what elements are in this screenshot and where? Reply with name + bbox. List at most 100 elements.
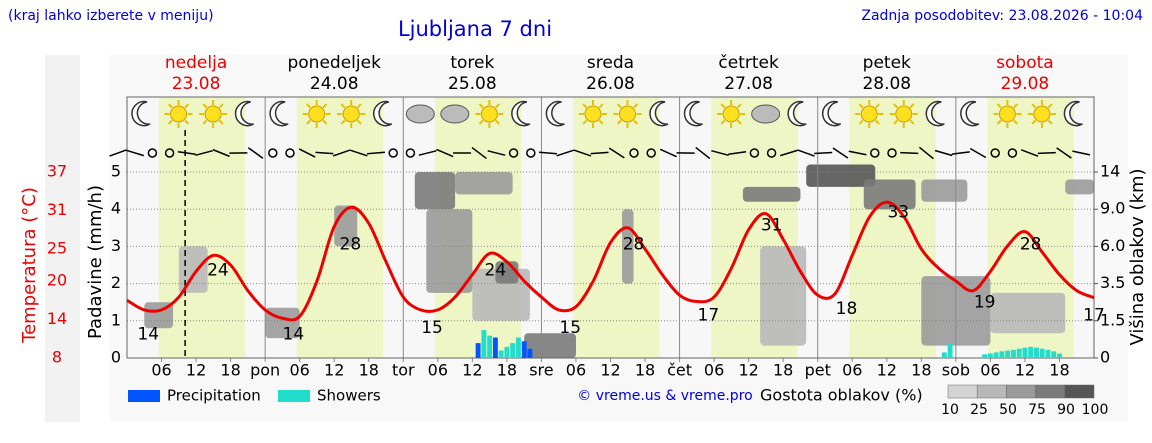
wind-barb [556, 149, 574, 157]
sun-ray [1013, 119, 1018, 125]
wind-calm [887, 148, 897, 158]
precipitation-bar [987, 353, 993, 358]
y-tick-label: 2 [111, 273, 121, 292]
sun-icon [619, 105, 636, 123]
legend-swatch [278, 390, 310, 402]
wind-barb [695, 146, 711, 160]
wind-barb [247, 147, 264, 159]
sun-ray [1013, 103, 1018, 109]
sun-icon [342, 105, 360, 123]
wind-calm [285, 148, 295, 158]
precipitation-bar [982, 354, 988, 358]
sun-ray [478, 103, 484, 109]
temperature-tick-label: 31 [47, 200, 67, 219]
precipitation-bar [492, 337, 498, 358]
precipitation-bar [1010, 349, 1016, 358]
sun-ray [909, 119, 915, 125]
precipitation-bar [1045, 349, 1051, 358]
x-tick-label: 18 [773, 361, 793, 380]
temperature-line [126, 200, 1095, 322]
sun-ray [582, 119, 588, 125]
sun-icon [895, 105, 913, 123]
plot-frame [126, 96, 1095, 359]
wind-barb [832, 147, 849, 159]
wind-calm [164, 148, 175, 158]
sun-ray [996, 103, 1002, 109]
temperature-label: 15 [559, 318, 581, 338]
x-tick-label: 12 [1015, 361, 1035, 380]
precipitation-bar [481, 330, 487, 358]
temperature-label: 17 [698, 305, 720, 325]
wind-barb [1056, 147, 1072, 159]
wind-calm [147, 148, 158, 158]
cloud-icon [405, 104, 435, 124]
x-tick-label: 18 [1049, 361, 1069, 380]
sun-icon [204, 105, 222, 123]
x-tick-label: 18 [911, 361, 931, 380]
x-tick-label: 06 [428, 361, 448, 380]
density-swatch [1035, 384, 1066, 399]
wind-barb [109, 149, 127, 157]
wind-calm [268, 148, 278, 158]
wind-barb [436, 148, 454, 158]
wind-barb [1037, 151, 1056, 155]
sun-ray [1031, 119, 1037, 125]
sun-ray [356, 119, 362, 125]
wind-barb [195, 149, 213, 157]
sun-ray [874, 103, 880, 109]
density-tick-label: 75 [1028, 402, 1046, 418]
precipitation-bar [1005, 350, 1011, 358]
cloud-density-patch [1065, 179, 1094, 195]
credit: © vreme.us & vreme.pro [577, 388, 752, 404]
x-tick-label: tor [392, 361, 415, 380]
wind-barb [711, 149, 729, 157]
sun-ray [633, 103, 639, 109]
density-tick-label: 50 [999, 402, 1017, 418]
temperature-label: 28 [340, 235, 362, 255]
cloud-density-patch [414, 172, 456, 210]
day-name: petek [863, 53, 911, 73]
wind-barb [659, 148, 677, 158]
daylight-band [573, 97, 660, 358]
y-tick-label: 0 [111, 348, 121, 367]
density-tick-label: 25 [970, 402, 988, 418]
precipitation-bar [1033, 347, 1039, 358]
grid-layer [126, 96, 1098, 362]
moon-icon [372, 100, 393, 127]
temperature-tick-label: 14 [47, 309, 67, 328]
moon-icon [683, 100, 703, 127]
sun-ray [582, 103, 588, 109]
y2-axis-title: Višina oblakov (km) [1127, 168, 1148, 345]
wind-barb [608, 147, 625, 159]
wind-barb [332, 149, 351, 157]
x-tick-label: 12 [738, 361, 758, 380]
x-tick-label: 06 [842, 361, 862, 380]
temperature-tick-label: 8 [52, 348, 62, 367]
wind-barb [934, 149, 953, 157]
sun-ray [322, 103, 328, 109]
x-tick-label: 12 [877, 361, 897, 380]
x-tick-label: sob [942, 361, 970, 380]
wind-barb [126, 149, 145, 157]
temperature-label: 24 [207, 260, 229, 280]
cloud-density-patch [990, 292, 1066, 334]
precipitation-bar [521, 341, 527, 358]
precipitation-bar [527, 348, 533, 358]
sun-ray [909, 103, 915, 109]
sun-icon [170, 105, 188, 123]
sun-icon [584, 105, 602, 123]
day-date: 27.08 [724, 74, 773, 94]
chart-title: Ljubljana 7 dni [398, 17, 552, 41]
y-tick-label: 5 [111, 162, 121, 181]
wind-calm [749, 148, 760, 158]
x-tick-label: sre [529, 361, 553, 380]
y-tick-label: 4 [111, 199, 121, 218]
temperature-label: 18 [836, 299, 858, 319]
wind-barb [969, 147, 987, 159]
wind-barb [350, 149, 368, 157]
moon-icon [821, 100, 842, 127]
precipitation-bar [498, 350, 504, 358]
wind-barb [315, 151, 334, 155]
y-axis-title: Padavine (mm/h) [85, 185, 106, 339]
